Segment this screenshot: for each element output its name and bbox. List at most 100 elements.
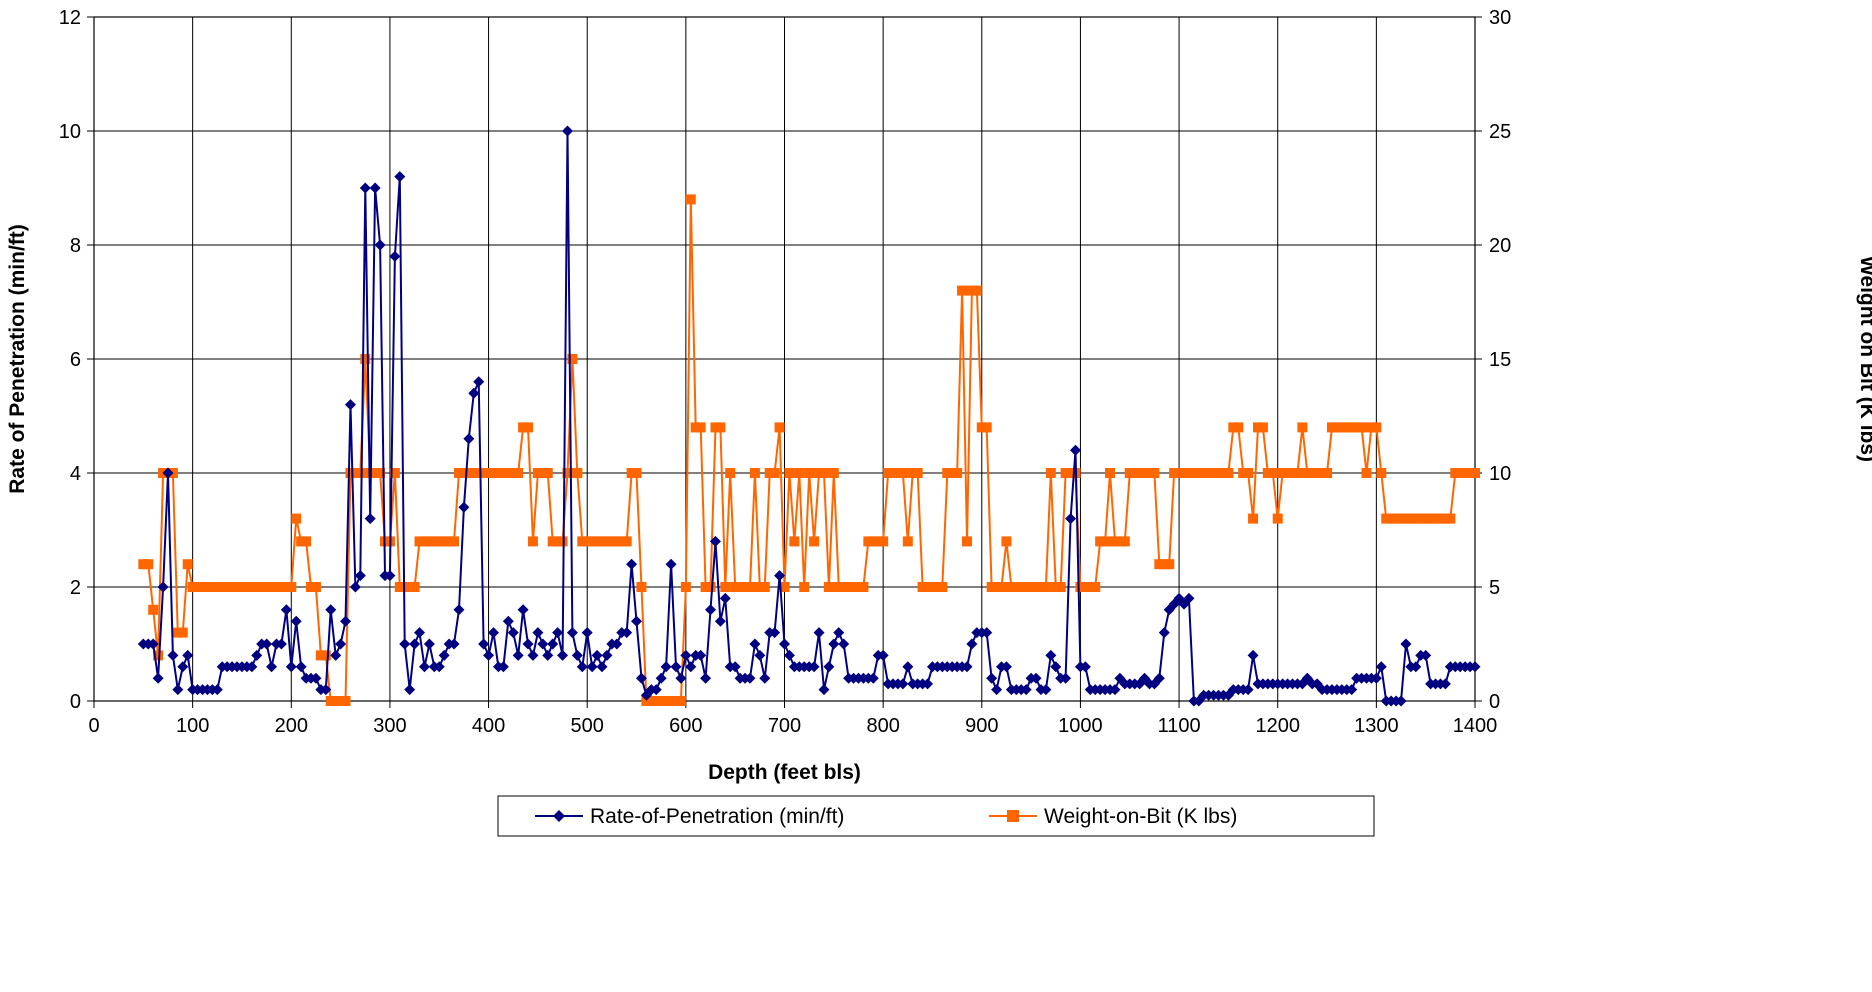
right-y-axis-title: Weight on Bit (K lbs) bbox=[1856, 256, 1872, 462]
data-point bbox=[626, 558, 638, 570]
data-point bbox=[675, 672, 687, 684]
left-y-tick-label: 8 bbox=[70, 235, 81, 257]
x-tick-label: 300 bbox=[373, 715, 406, 737]
data-point bbox=[246, 661, 258, 673]
x-tick-label: 1100 bbox=[1158, 715, 1201, 737]
data-point bbox=[986, 672, 998, 684]
right-y-axis-ticks: 0 5 10 15 20 25 30 bbox=[1475, 7, 1511, 713]
data-point bbox=[280, 604, 292, 616]
data-point bbox=[1030, 672, 1042, 684]
data-point bbox=[695, 649, 707, 661]
data-point bbox=[261, 638, 273, 650]
data-point bbox=[571, 649, 583, 661]
right-y-tick-label: 15 bbox=[1489, 349, 1511, 371]
data-point bbox=[1183, 592, 1195, 604]
x-tick-label: 500 bbox=[571, 715, 604, 737]
data-point bbox=[799, 582, 810, 592]
data-point bbox=[749, 468, 760, 478]
legend: Rate-of-Penetration (min/ft) Weight-on-B… bbox=[497, 795, 1375, 837]
data-point bbox=[275, 638, 287, 650]
data-point bbox=[902, 661, 914, 673]
data-point bbox=[488, 627, 500, 639]
data-point bbox=[576, 661, 588, 673]
left-y-tick-label: 2 bbox=[70, 577, 81, 599]
right-y-tick-label: 0 bbox=[1489, 691, 1500, 713]
data-point bbox=[912, 468, 923, 478]
left-y-tick-label: 4 bbox=[70, 463, 81, 485]
data-point bbox=[438, 649, 450, 661]
data-point bbox=[512, 649, 524, 661]
series-layer bbox=[137, 125, 1481, 707]
data-point bbox=[1164, 559, 1175, 570]
data-point bbox=[636, 582, 647, 592]
data-point bbox=[483, 649, 495, 661]
data-point bbox=[769, 627, 781, 639]
data-point bbox=[1395, 695, 1407, 707]
data-point bbox=[685, 194, 696, 205]
data-point bbox=[1361, 468, 1372, 478]
data-point bbox=[1322, 468, 1333, 478]
data-point bbox=[981, 627, 993, 639]
data-point bbox=[779, 638, 790, 650]
data-point bbox=[153, 650, 164, 661]
data-point bbox=[1297, 422, 1308, 433]
left-y-tick-label: 12 bbox=[59, 7, 81, 29]
data-point bbox=[621, 627, 633, 639]
data-point bbox=[335, 638, 347, 650]
data-point bbox=[1065, 513, 1077, 525]
data-point bbox=[423, 638, 435, 650]
data-point bbox=[759, 582, 770, 592]
data-point bbox=[1158, 627, 1170, 639]
data-point bbox=[349, 581, 361, 593]
data-point bbox=[660, 661, 672, 673]
data-point bbox=[1375, 661, 1387, 673]
data-point bbox=[991, 684, 1003, 696]
data-point bbox=[1045, 649, 1057, 661]
data-point bbox=[719, 592, 731, 604]
left-y-tick-label: 10 bbox=[59, 121, 81, 143]
data-point bbox=[759, 672, 771, 684]
data-point bbox=[705, 582, 716, 592]
data-point bbox=[291, 513, 302, 524]
data-point bbox=[148, 604, 159, 615]
data-point bbox=[769, 468, 780, 478]
data-point bbox=[823, 661, 835, 673]
data-point bbox=[1400, 638, 1412, 650]
x-tick-label: 1000 bbox=[1058, 715, 1103, 737]
data-point bbox=[709, 535, 721, 547]
data-point bbox=[591, 649, 603, 661]
data-point bbox=[567, 354, 578, 364]
data-point bbox=[1020, 684, 1032, 696]
series-0 bbox=[137, 125, 1481, 707]
data-point bbox=[1356, 422, 1367, 433]
data-point bbox=[1370, 672, 1382, 684]
data-point bbox=[409, 638, 421, 650]
data-point bbox=[1090, 582, 1101, 592]
data-point bbox=[1233, 422, 1244, 433]
data-point bbox=[507, 627, 519, 639]
data-point bbox=[596, 661, 608, 673]
data-point bbox=[952, 468, 963, 478]
data-point bbox=[162, 467, 174, 479]
data-point bbox=[399, 638, 411, 650]
data-point bbox=[996, 582, 1007, 592]
data-point bbox=[172, 684, 184, 696]
data-point bbox=[177, 627, 188, 638]
x-axis-title: Depth (feet bls) bbox=[708, 761, 861, 784]
data-point bbox=[1001, 536, 1012, 547]
data-point bbox=[1100, 536, 1111, 547]
data-point bbox=[177, 661, 189, 673]
data-point bbox=[414, 627, 426, 639]
data-point bbox=[1267, 468, 1278, 478]
data-point bbox=[404, 684, 416, 696]
x-tick-label: 1300 bbox=[1354, 715, 1399, 737]
data-point bbox=[384, 570, 396, 582]
data-point bbox=[364, 513, 376, 525]
data-point bbox=[453, 604, 465, 616]
data-point bbox=[418, 661, 430, 673]
data-point bbox=[838, 638, 850, 650]
data-point bbox=[1079, 661, 1091, 673]
data-point bbox=[714, 615, 726, 627]
data-point bbox=[670, 661, 682, 673]
data-point bbox=[902, 536, 913, 547]
